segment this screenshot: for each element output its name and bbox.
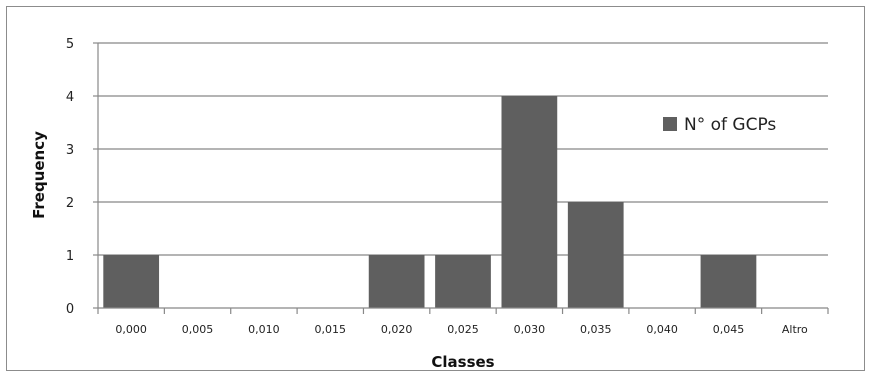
x-tick-label-0,040: 0,040	[646, 323, 678, 336]
x-tick-label-0,045: 0,045	[713, 323, 745, 336]
bar-0,045	[700, 255, 757, 308]
y-axis-title: Frequency	[30, 131, 48, 219]
y-tick-label-1: 1	[66, 249, 74, 264]
bar-0,035	[567, 202, 624, 308]
x-tick-label-0,020: 0,020	[381, 323, 413, 336]
x-tick-label-Altro: Altro	[782, 323, 808, 336]
y-tick-label-0: 0	[66, 302, 74, 317]
y-tick-label-4: 4	[66, 90, 74, 105]
bar-0,020	[368, 255, 425, 308]
bar-0,025	[435, 255, 491, 308]
y-tick-labels: 0 1 2 3 4 5	[66, 37, 74, 317]
x-tick-label-0,005: 0,005	[182, 323, 214, 336]
x-tick-label-0,030: 0,030	[514, 323, 546, 336]
bars	[103, 96, 757, 308]
x-axis-title: Classes	[431, 353, 494, 371]
y-tick-label-2: 2	[66, 196, 74, 211]
axes	[97, 43, 829, 314]
x-tick-label-0,035: 0,035	[580, 323, 612, 336]
chart-frame	[6, 6, 865, 371]
bar-0,000	[103, 255, 160, 308]
legend: N° of GCPs	[663, 115, 776, 135]
legend-swatch	[663, 117, 677, 131]
x-tick-label-0,010: 0,010	[248, 323, 280, 336]
x-tick-label-0,000: 0,000	[115, 323, 147, 336]
y-tick-label-5: 5	[66, 37, 74, 52]
legend-label: N° of GCPs	[684, 115, 776, 135]
x-tick-label-0,025: 0,025	[447, 323, 479, 336]
x-tick-labels: 0,000 0,005 0,010 0,015 0,020 0,025 0,030 0,035…	[115, 323, 808, 336]
bar-0,030	[501, 96, 558, 308]
y-tick-label-3: 3	[66, 143, 74, 158]
x-tick-label-0,015: 0,015	[315, 323, 347, 336]
